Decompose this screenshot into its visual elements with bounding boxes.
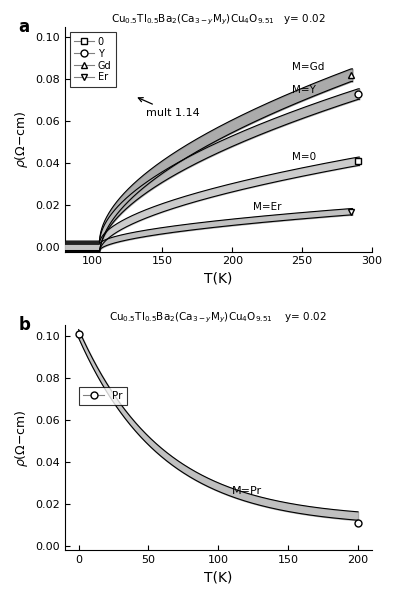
Text: M=Pr: M=Pr [232,487,262,496]
Text: b: b [19,316,30,334]
Title: Cu$_{0.5}$Tl$_{0.5}$Ba$_2$(Ca$_{3-y}$M$_y$)Cu$_4$O$_{9.51}$    y= 0.02: Cu$_{0.5}$Tl$_{0.5}$Ba$_2$(Ca$_{3-y}$M$_… [109,311,327,325]
Title: Cu$_{0.5}$Tl$_{0.5}$Ba$_2$(Ca$_{3-y}$M$_y$)Cu$_4$O$_{9.51}$   y= 0.02: Cu$_{0.5}$Tl$_{0.5}$Ba$_2$(Ca$_{3-y}$M$_… [111,13,325,27]
Y-axis label: $\rho$($\Omega$$-$cm): $\rho$($\Omega$$-$cm) [13,409,30,467]
Text: M=Er: M=Er [253,202,282,213]
Text: M=0: M=0 [292,152,316,162]
Text: a: a [19,18,30,36]
Text: M=Y: M=Y [292,85,316,95]
X-axis label: T(K): T(K) [204,571,233,584]
Legend: 0, Y, Gd, Er: 0, Y, Gd, Er [70,32,116,87]
Text: mult 1.14: mult 1.14 [138,98,199,118]
X-axis label: T(K): T(K) [204,272,233,286]
Y-axis label: $\rho$($\Omega$$-$cm): $\rho$($\Omega$$-$cm) [13,110,30,168]
Legend: Pr: Pr [79,387,127,405]
Text: M=Gd: M=Gd [292,62,325,72]
